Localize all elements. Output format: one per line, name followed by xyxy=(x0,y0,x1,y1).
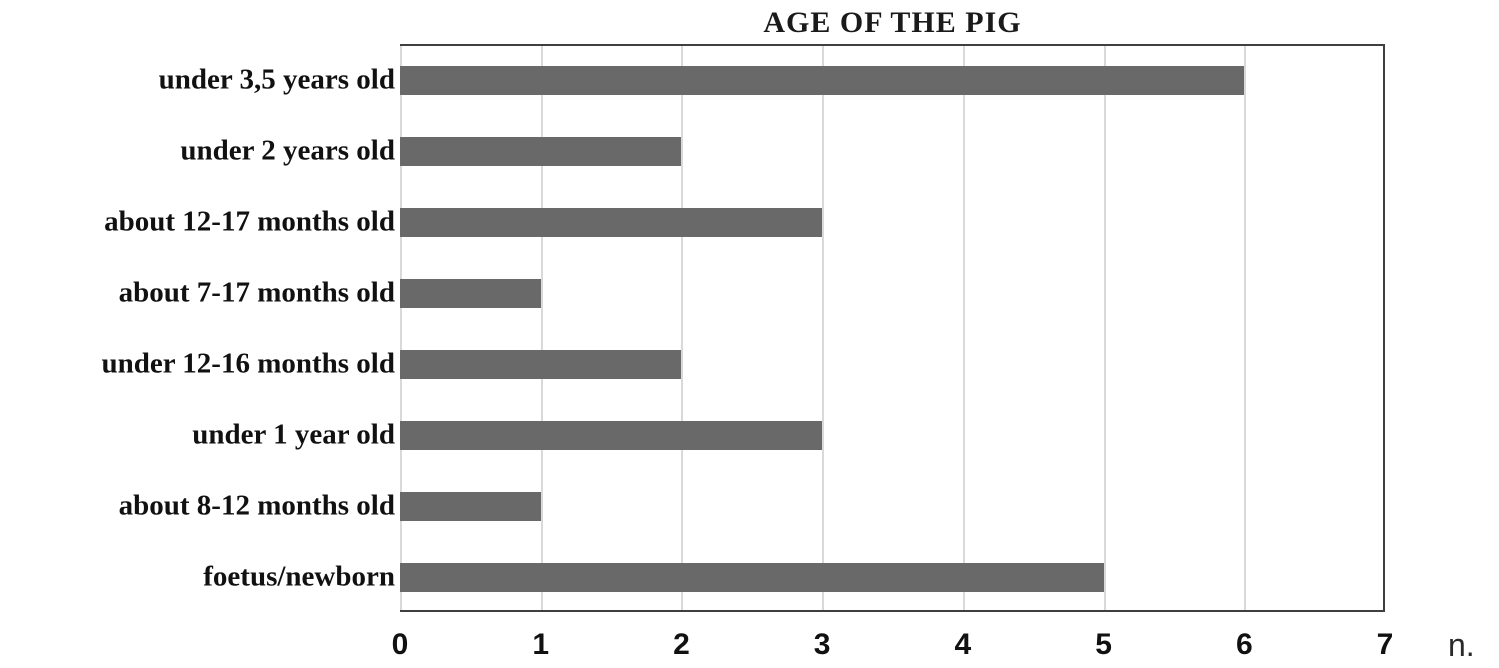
category-label: under 3,5 years old xyxy=(158,63,395,95)
x-tick-label: 7 xyxy=(1376,628,1394,661)
gridline xyxy=(681,46,684,610)
gridline xyxy=(1103,46,1106,610)
bar xyxy=(400,421,823,450)
gridline xyxy=(1244,46,1247,610)
category-label: about 12-17 months old xyxy=(104,205,395,237)
category-label: under 12-16 months old xyxy=(101,347,395,379)
x-axis-unit-label: n. xyxy=(1448,627,1475,663)
gridline xyxy=(400,46,402,610)
category-label: under 2 years old xyxy=(180,134,395,166)
category-label: under 1 year old xyxy=(192,418,395,450)
category-label: about 7-17 months old xyxy=(118,276,395,308)
gridline xyxy=(540,46,543,610)
plot-area xyxy=(400,44,1385,612)
gridline xyxy=(822,46,825,610)
bar xyxy=(400,563,1104,592)
bar xyxy=(400,66,1245,95)
category-label: about 8-12 months old xyxy=(118,489,395,521)
x-tick-label: 1 xyxy=(532,628,550,661)
x-tick-label: 5 xyxy=(1095,628,1112,661)
gridline xyxy=(962,46,965,610)
bar xyxy=(400,208,823,237)
bar xyxy=(400,137,682,166)
x-tick-label: 3 xyxy=(813,628,831,661)
bar xyxy=(400,279,541,308)
x-tick-label: 6 xyxy=(1235,628,1253,661)
x-tick-label: 2 xyxy=(673,628,690,661)
category-label: foetus/newborn xyxy=(203,560,395,592)
bar xyxy=(400,350,682,379)
x-tick-label: 4 xyxy=(954,628,972,661)
x-tick-label: 0 xyxy=(391,628,409,661)
chart-title: AGE OF THE PIG xyxy=(763,6,1022,39)
bar xyxy=(400,492,541,521)
